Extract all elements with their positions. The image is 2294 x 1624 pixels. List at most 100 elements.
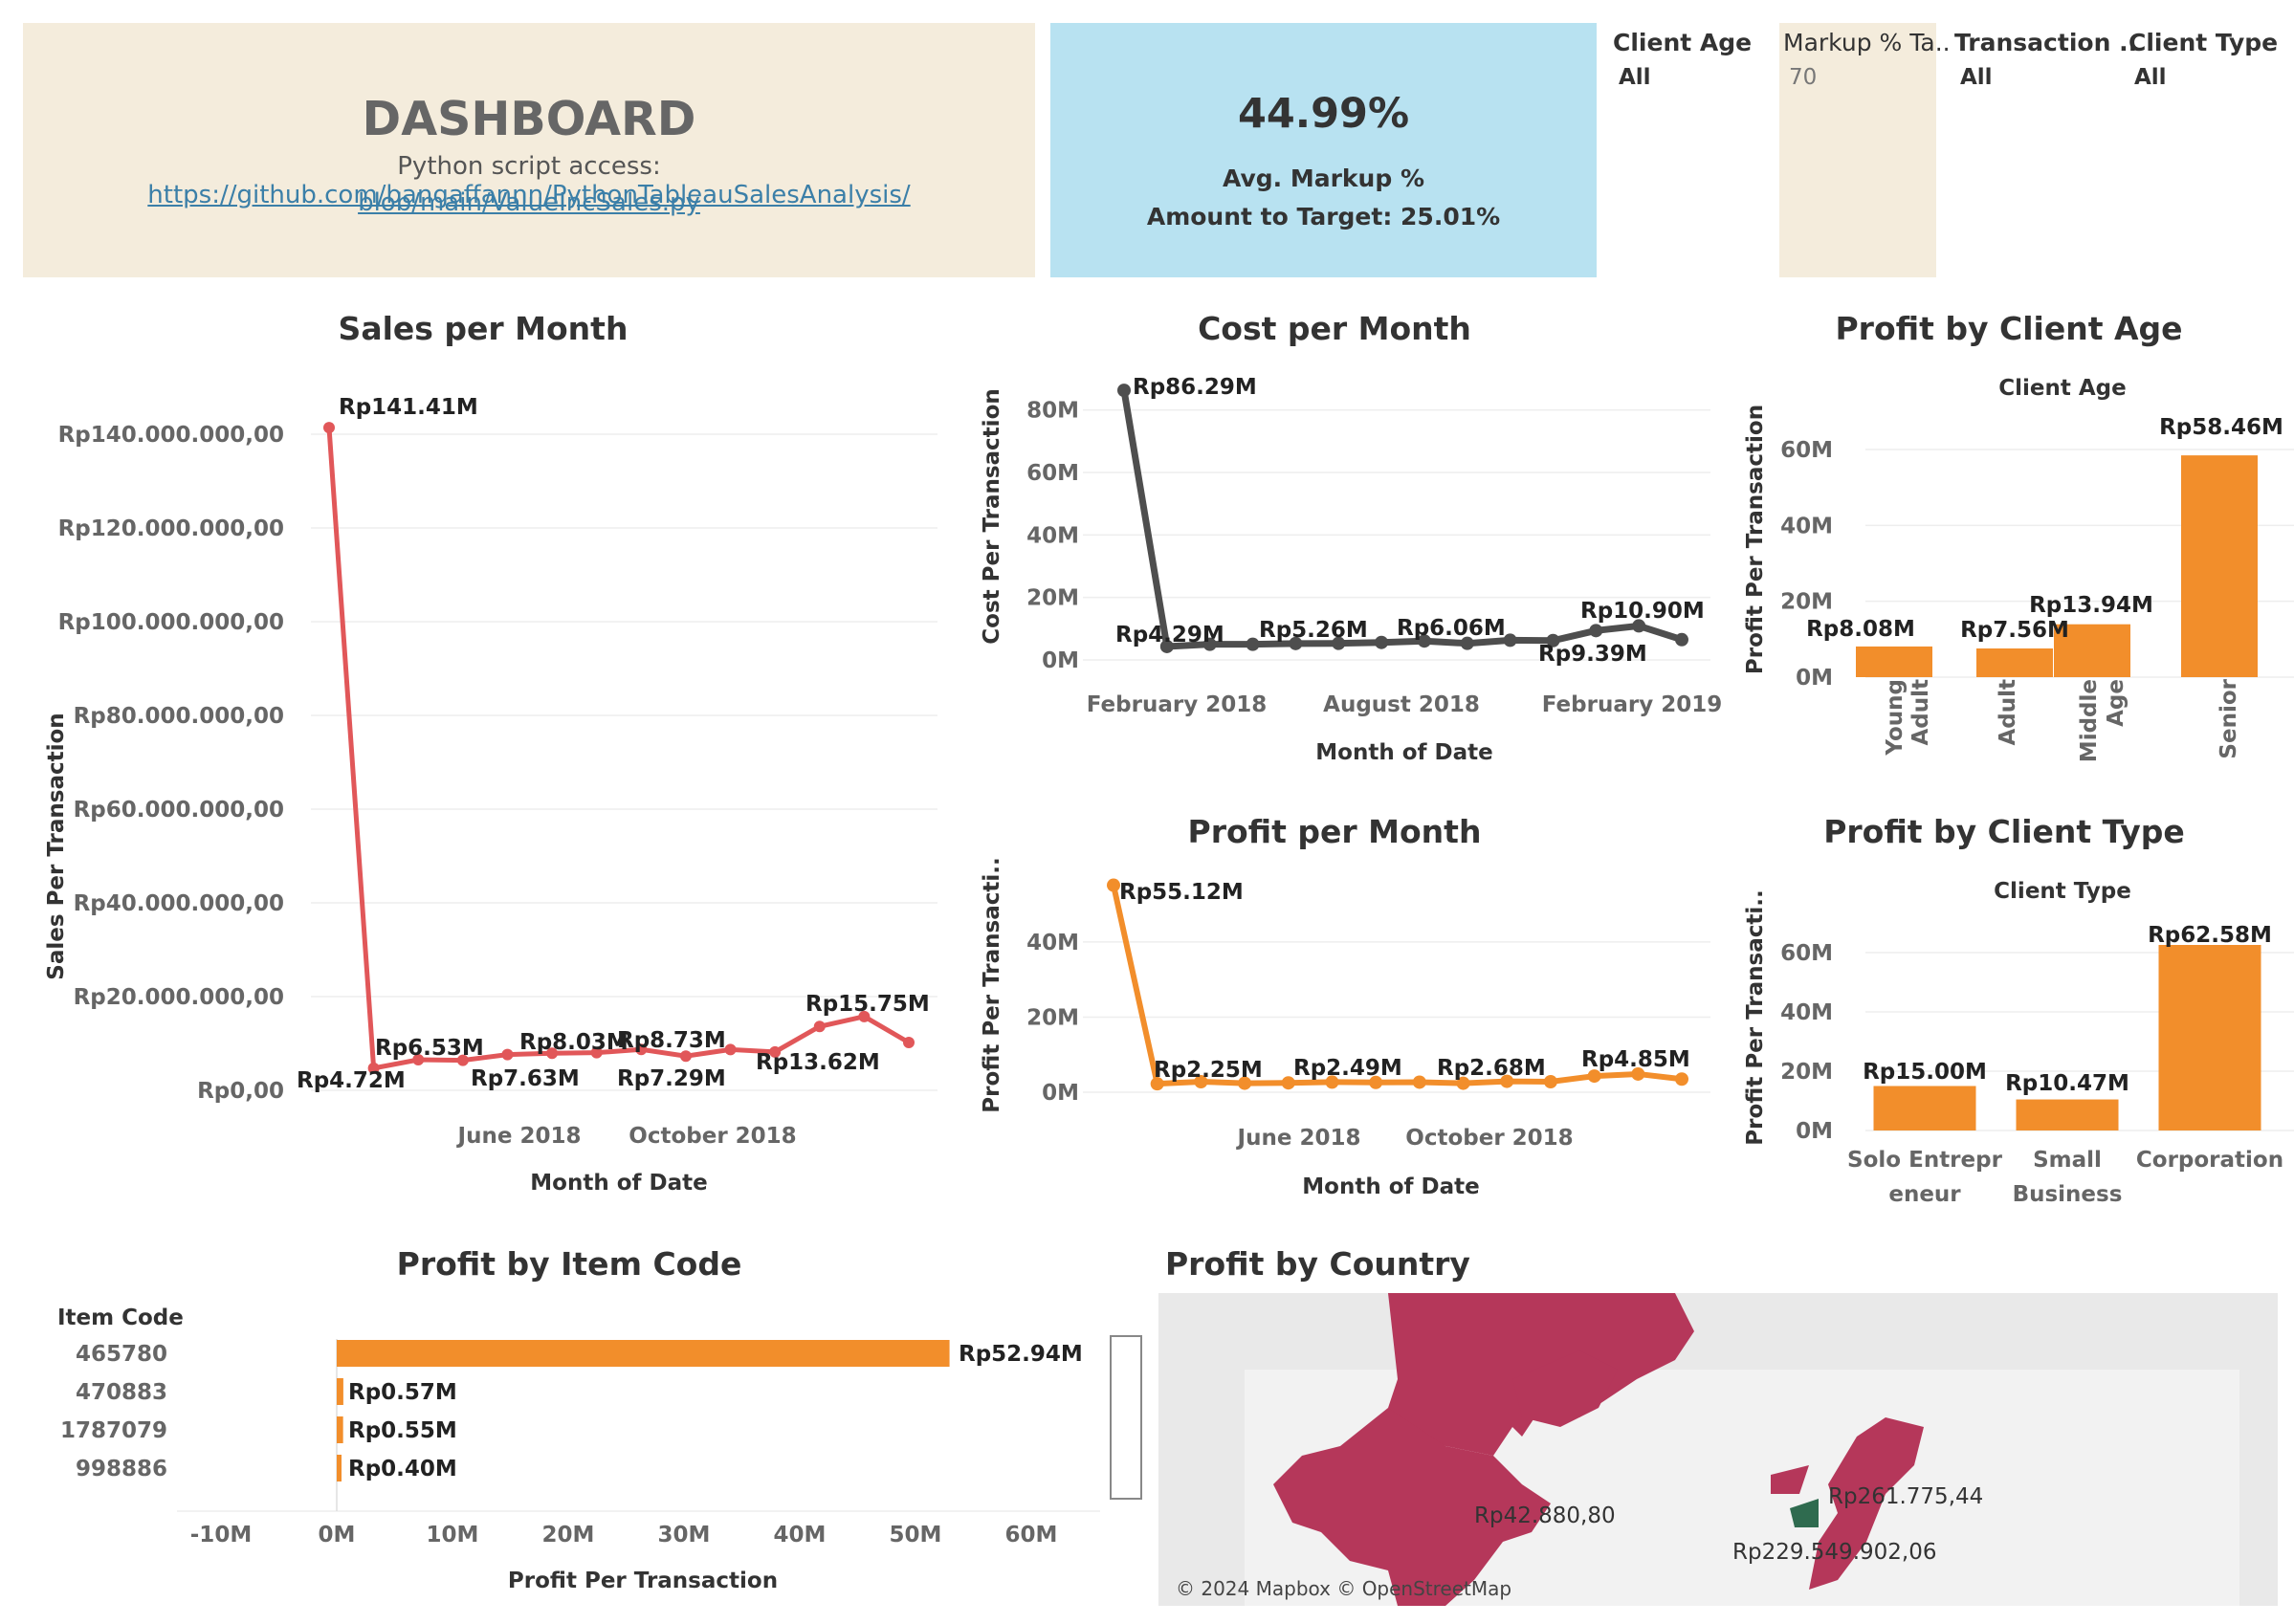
cost-point-5: [1332, 636, 1346, 650]
profit-point-7: [1412, 1075, 1426, 1089]
sales-point-11: [813, 1020, 826, 1033]
profit-point-8: [1456, 1076, 1470, 1090]
sales-y-tick-0: Rp140.000.000,00: [58, 423, 284, 448]
item-x-tick-1: 0M: [319, 1523, 356, 1547]
country-map[interactable]: Rp42.880,80 Rp261.775,44 Rp229.549.902,0…: [1158, 1293, 2278, 1606]
type-label-solo: Rp15.00M: [1863, 1060, 1987, 1085]
github-link-part2[interactable]: blob/main/ValueIncSales.py: [358, 188, 700, 217]
dashboard-header: DASHBOARD Python script access: https://…: [23, 23, 1035, 277]
age-bar-1: [1976, 648, 2053, 677]
cost-x-axis-title: Month of Date: [1315, 740, 1492, 765]
type-cat-small-line2: Business: [2013, 1182, 2123, 1207]
profit-y-axis-title: Profit Per Transacti..: [980, 857, 1004, 1112]
cost-label-aug: Rp6.06M: [1397, 616, 1506, 641]
type-cat-small-line1: Small: [2033, 1148, 2102, 1173]
age-label-senior: Rp58.46M: [2159, 415, 2283, 440]
type-bar-chart: Client Type Profit Per Transacti.. 60M 40…: [1743, 879, 2294, 1207]
cost-point-11: [1589, 624, 1603, 638]
filter-transaction-value[interactable]: All: [1960, 65, 1993, 90]
age-y-tick-1: 40M: [1780, 514, 1833, 538]
filter-client-type-value[interactable]: All: [2134, 65, 2167, 90]
item-label-1787079: Rp0.55M: [348, 1418, 457, 1443]
type-y-tick-1: 40M: [1780, 1000, 1833, 1025]
age-cat-senior: Senior: [2217, 678, 2241, 758]
cost-y-tick-3: 20M: [1026, 586, 1079, 611]
profit-y-tick-2: 0M: [1042, 1081, 1079, 1106]
item-scrollbar[interactable]: [1110, 1335, 1142, 1500]
item-header: Item Code: [57, 1306, 184, 1330]
profit-point-9: [1500, 1074, 1514, 1088]
age-label-adult: Rp7.56M: [1960, 618, 2069, 643]
sales-point-3: [456, 1054, 469, 1066]
profit-label-may: Rp2.49M: [1293, 1056, 1402, 1081]
cost-x-tick-aug2018: August 2018: [1323, 692, 1480, 717]
sales-y-tick-7: Rp0,00: [197, 1079, 284, 1104]
profit-point-13: [1675, 1072, 1688, 1086]
sales-y-tick-2: Rp100.000.000,00: [58, 610, 284, 635]
sales-point-12: [858, 1010, 871, 1022]
sales-x-tick-october: October 2018: [629, 1124, 796, 1149]
type-chart-title: Profit by Client Type: [1823, 813, 2185, 850]
type-y-axis-title: Profit Per Transacti..: [1743, 889, 1768, 1145]
type-bar-1: [2016, 1099, 2119, 1130]
cost-point-3: [1246, 637, 1260, 651]
markup-target-parameter[interactable]: Markup % Ta.. 70: [1779, 23, 1951, 277]
age-cat-middle: Middle: [2077, 679, 2102, 762]
map-region-country-a: [1273, 1408, 1551, 1606]
country-label-b: Rp261.775,44: [1828, 1484, 1983, 1509]
sales-point-8: [679, 1050, 692, 1063]
item-x-tick-0: -10M: [190, 1523, 252, 1547]
cost-point-13: [1675, 632, 1688, 647]
age-cat-middle-age-2: Age: [2104, 679, 2129, 727]
filter-markup-target-label: Markup % Ta..: [1783, 29, 1951, 56]
cost-label-feb: Rp4.29M: [1115, 623, 1224, 647]
cost-series-line: [1120, 389, 1684, 650]
item-label-998886: Rp0.40M: [348, 1457, 457, 1481]
item-bar-0: [337, 1340, 950, 1367]
profit-line-chart: 40M 20M 0M Profit Per Transacti.. June 201…: [980, 857, 1710, 1199]
age-chart-title: Profit by Client Age: [1835, 310, 2183, 347]
item-cat-470883: 470883: [76, 1380, 167, 1405]
map-region-islands: [1512, 1350, 1618, 1427]
cost-y-axis-title: Cost Per Transaction: [980, 388, 1004, 644]
sales-label-may: Rp7.63M: [471, 1066, 580, 1091]
profit-y-tick-0: 40M: [1026, 931, 1079, 955]
script-access-line: Python script access: https://github.com…: [23, 152, 1035, 209]
type-y-tick-2: 20M: [1780, 1060, 1833, 1085]
map-attribution: © 2024 Mapbox © OpenStreetMap: [1176, 1577, 1511, 1600]
sales-point-2: [412, 1054, 425, 1066]
sales-point-5: [546, 1047, 559, 1060]
cost-label-jan: Rp86.29M: [1133, 375, 1257, 400]
profit-chart-title: Profit per Month: [1187, 813, 1482, 850]
cost-point-8: [1460, 636, 1474, 650]
sales-chart-title: Sales per Month: [338, 310, 629, 347]
github-link-part1[interactable]: https://github.com/bangaffannn/PythonTab…: [147, 181, 911, 209]
type-header: Client Type: [1994, 879, 2131, 904]
sales-point-13: [903, 1037, 915, 1049]
filter-markup-target-value[interactable]: 70: [1789, 65, 1818, 90]
filter-client-age-value[interactable]: All: [1619, 65, 1651, 90]
filter-transaction-label: Transaction ..: [1954, 29, 2138, 56]
item-bar-1: [337, 1378, 343, 1405]
type-y-tick-3: 0M: [1796, 1119, 1833, 1144]
age-label-middle-age: Rp13.94M: [2029, 593, 2153, 618]
profit-label-aug: Rp2.68M: [1437, 1056, 1546, 1081]
item-x-axis-title: Profit Per Transaction: [508, 1569, 778, 1593]
age-cat-young-adult-2: Adult: [1908, 679, 1933, 746]
age-bar-2: [2054, 624, 2130, 677]
cost-point-1: [1159, 639, 1174, 653]
item-label-470883: Rp0.57M: [348, 1380, 457, 1405]
sales-series-line: [326, 427, 911, 1071]
item-cat-465780: 465780: [76, 1342, 167, 1367]
cost-y-tick-4: 0M: [1042, 648, 1079, 673]
item-x-tick-2: 10M: [427, 1523, 479, 1547]
avg-markup-value: 44.99%: [1237, 90, 1410, 138]
sales-y-axis-title: Sales Per Transaction: [44, 713, 69, 979]
item-x-tick-4: 30M: [658, 1523, 711, 1547]
cost-point-6: [1375, 635, 1389, 649]
cost-line-chart: 80M 60M 40M 20M 0M Cost Per Transaction Febr…: [980, 375, 1722, 765]
sales-x-axis-title: Month of Date: [530, 1171, 707, 1196]
profit-point-10: [1543, 1075, 1557, 1089]
sales-label-jan2019: Rp15.75M: [805, 992, 930, 1017]
sales-label-jan: Rp141.41M: [339, 395, 478, 420]
